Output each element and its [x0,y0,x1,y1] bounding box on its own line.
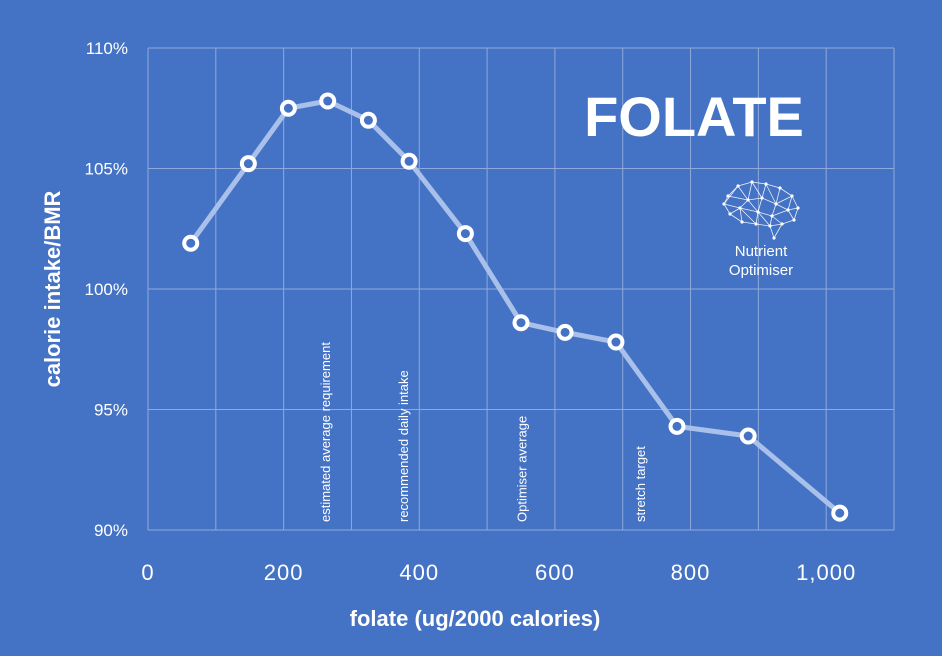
x-tick-label: 600 [535,560,575,585]
data-point-center [672,421,682,431]
x-axis-title: folate (ug/2000 calories) [350,606,601,631]
y-tick-label: 110% [86,39,128,58]
y-tick-label: 90% [94,521,128,540]
y-tick-label: 100% [85,280,128,299]
reference-label: Optimiser average [515,416,530,522]
data-point-center [283,103,293,113]
y-tick-label: 95% [94,401,128,420]
y-axis-title: calorie intake/BMR [40,190,65,387]
data-point-center [516,318,526,328]
data-point-center [743,431,753,441]
x-tick-label: 0 [141,560,154,585]
data-point-center [460,229,470,239]
data-point-center [323,96,333,106]
nutrient-optimiser-logo: Nutrient Optimiser [722,180,800,279]
data-point-center [363,115,373,125]
data-point-center [560,327,570,337]
data-point-center [404,156,414,166]
data-point-center [611,337,621,347]
reference-labels: estimated average requirement recommended… [318,342,648,522]
x-tick-label: 200 [264,560,304,585]
tick-labels: 90% 95% 100% 105% 110% 0 200 400 600 800 1,000 [85,39,856,585]
reference-label: estimated average requirement [318,342,333,522]
logo-text-line1: Nutrient [735,243,788,260]
reference-label: recommended daily intake [396,370,411,522]
grid [147,47,895,531]
brain-network-icon [722,180,800,240]
x-tick-label: 400 [399,560,439,585]
series [182,92,849,522]
x-tick-label: 800 [671,560,711,585]
x-tick-label: 1,000 [796,560,856,585]
reference-label: stretch target [633,446,648,522]
data-point-center [243,159,253,169]
data-point-center [186,238,196,248]
data-point-center [835,508,845,518]
y-tick-label: 105% [85,160,128,179]
logo-text-line2: Optimiser [729,262,793,279]
chart-title: FOLATE [584,85,804,148]
